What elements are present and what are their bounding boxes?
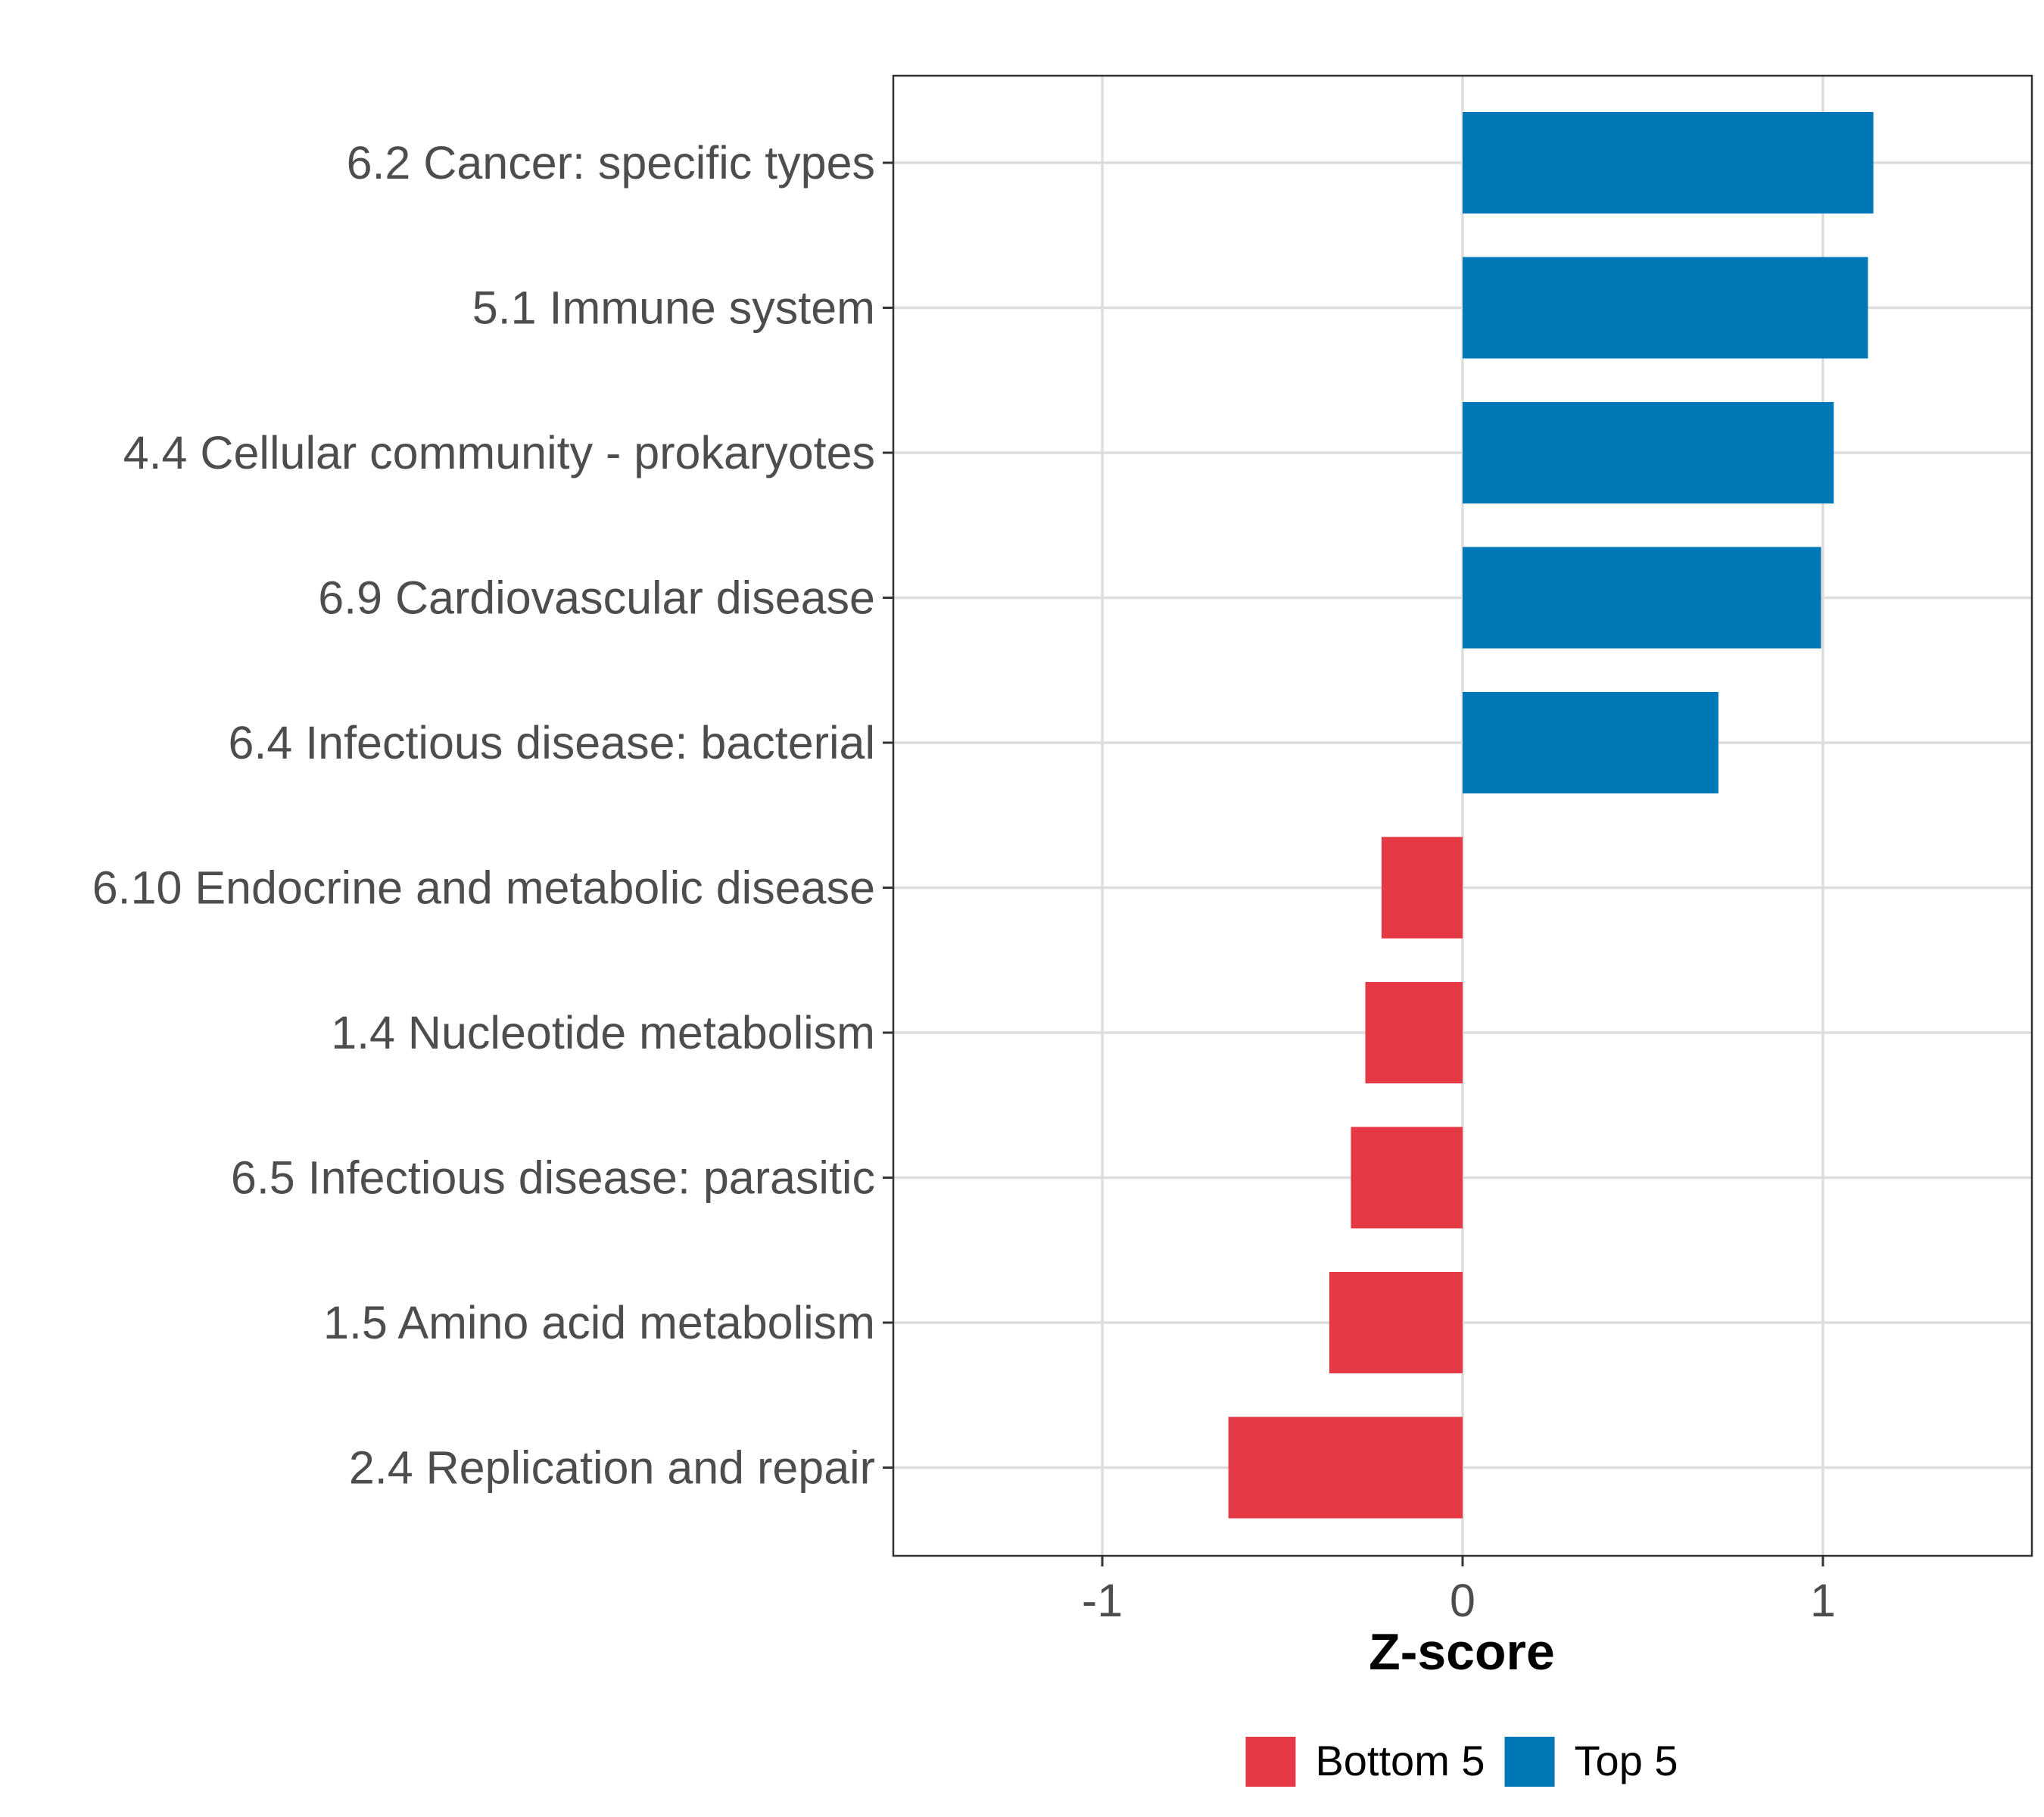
axis-ticks [883, 161, 1824, 1566]
category-label: 5.1 Immune system [472, 282, 875, 334]
bar [1351, 1127, 1463, 1229]
x-tick-label: -1 [1082, 1575, 1123, 1626]
category-label: 6.4 Infectious disease: bacterial [228, 717, 875, 768]
category-label: 1.5 Amino acid metabolism [323, 1297, 875, 1348]
category-label: 6.9 Cardiovascular disease [318, 572, 875, 624]
bar [1463, 692, 1718, 793]
category-labels: 6.2 Cancer: specific types 5.1 Immune sys… [92, 137, 875, 1494]
bar [1463, 402, 1834, 503]
bar [1463, 547, 1821, 649]
bar [1463, 257, 1868, 359]
legend: Bottom 5 Top 5 [1245, 1737, 1678, 1787]
bars [1228, 112, 1874, 1519]
bar [1329, 1272, 1463, 1373]
legend-swatch [1504, 1737, 1555, 1787]
category-label: 1.4 Nucleotide metabolism [331, 1007, 875, 1058]
legend-label: Bottom 5 [1315, 1737, 1485, 1784]
bar [1228, 1417, 1463, 1519]
category-label: 6.10 Endocrine and metabolic disease [92, 862, 875, 914]
category-label: 6.5 Infectious disease: parasitic [231, 1152, 875, 1204]
category-label: 2.4 Replication and repair [349, 1442, 875, 1494]
x-tick-label: 1 [1810, 1575, 1836, 1626]
category-label: 6.2 Cancer: specific types [347, 137, 875, 189]
legend-swatch [1245, 1737, 1296, 1787]
bar [1463, 112, 1874, 213]
bar [1365, 982, 1463, 1083]
x-tick-label: 0 [1450, 1575, 1475, 1626]
bar [1381, 837, 1463, 939]
legend-label: Top 5 [1575, 1737, 1678, 1784]
x-tick-labels: -1 0 1 [1082, 1575, 1836, 1626]
category-label: 4.4 Cellular community - prokaryotes [123, 427, 875, 478]
x-axis-title: Z-score [1369, 1623, 1555, 1681]
